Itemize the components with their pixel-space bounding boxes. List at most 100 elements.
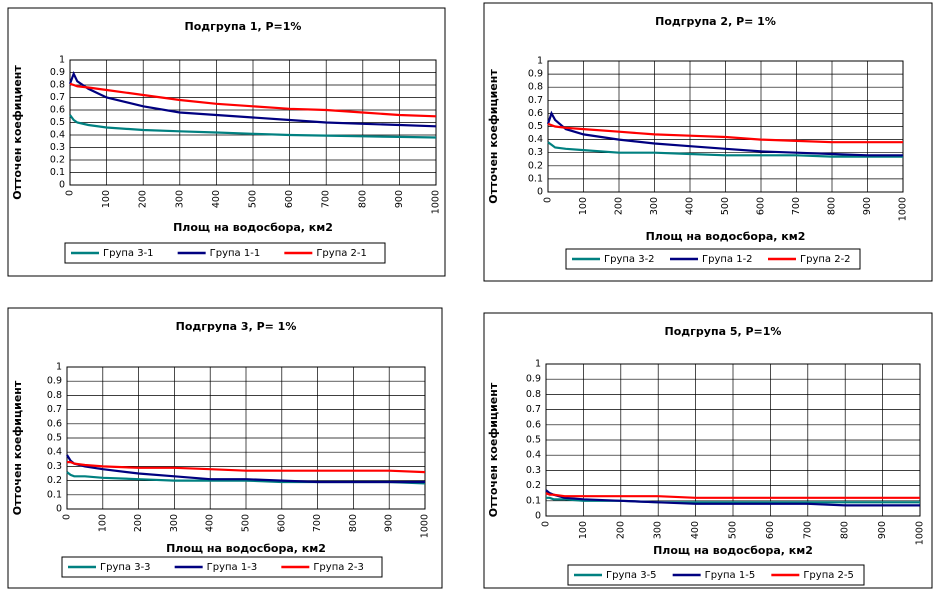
y-tick-label: 0.8 — [47, 390, 62, 401]
y-tick-label: 0.6 — [50, 105, 65, 116]
legend-frame — [567, 564, 865, 586]
x-tick-label: 500 — [248, 190, 259, 208]
chart-title: Подгрупа 2, P= 1% — [655, 15, 776, 28]
x-tick-label: 700 — [312, 514, 323, 532]
legend-label: Група 3-3 — [100, 562, 151, 573]
y-tick-label: 0.5 — [526, 435, 541, 446]
x-tick-label: 600 — [276, 514, 287, 532]
x-tick-label: 500 — [720, 197, 731, 215]
chart: Подгрупа 1, P=1%00.10.20.30.40.50.60.70.… — [7, 7, 446, 277]
series-line — [69, 82, 437, 118]
x-tick-label: 600 — [765, 521, 776, 539]
y-tick-label: 0.5 — [528, 121, 543, 132]
y-tick-label: 0.9 — [528, 69, 543, 80]
chart-title: Подгрупа 3, P= 1% — [176, 320, 297, 333]
series-line — [547, 122, 903, 144]
legend-label: Група 3-1 — [103, 248, 154, 259]
y-tick-label: 0 — [59, 180, 65, 191]
y-tick-label: 0.3 — [47, 461, 62, 472]
x-axis-label: Площ на водосбора, км2 — [166, 542, 326, 555]
y-tick-label: 0.2 — [47, 475, 62, 486]
y-tick-label: 0.8 — [50, 80, 65, 91]
x-tick-label: 200 — [138, 190, 149, 208]
y-tick-label: 0.5 — [50, 117, 65, 128]
x-tick-label: 0 — [62, 514, 73, 520]
series-line — [67, 461, 426, 474]
y-tick-label: 0.7 — [528, 95, 543, 106]
chart: Подгрупа 5, P=1% 0 0.1 0.2 0.3 0.4 0.5 0.6 0.7 0.… — [483, 312, 933, 589]
x-tick-label: 500 — [241, 514, 252, 532]
y-tick-label: 0.8 — [526, 389, 541, 400]
series-line — [69, 114, 437, 139]
y-axis-label: Отточен коефициент — [11, 65, 24, 200]
x-tick-label: 200 — [615, 521, 626, 539]
x-tick-label: 400 — [690, 521, 701, 539]
y-tick-label: 0 — [537, 187, 543, 198]
y-tick-label: 0.3 — [50, 142, 65, 153]
legend-label: Група 1-2 — [702, 254, 753, 265]
legend-frame — [64, 242, 386, 264]
y-tick-label: 0.1 — [50, 167, 65, 178]
x-tick-label: 700 — [321, 190, 332, 208]
x-tick-label: 200 — [133, 514, 144, 532]
series-line — [547, 141, 903, 158]
x-tick-label: 900 — [862, 197, 873, 215]
x-tick-label: 800 — [840, 521, 851, 539]
x-tick-label: 300 — [174, 190, 185, 208]
y-tick-label: 0.6 — [47, 418, 62, 429]
legend-label: Група 2-3 — [313, 562, 364, 573]
y-tick-label: 0.1 — [528, 173, 543, 184]
series-line — [68, 70, 437, 128]
x-tick-label: 300 — [653, 521, 664, 539]
x-tick-label: 0 — [65, 190, 76, 196]
legend-label: Група 3-2 — [604, 254, 655, 265]
y-tick-label: 0.9 — [526, 374, 541, 385]
x-tick-label: 300 — [649, 197, 660, 215]
chart-title: Подгрупа 1, P=1% — [185, 20, 302, 33]
x-tick-label: 800 — [348, 514, 359, 532]
y-tick-label: 1 — [537, 56, 543, 67]
y-axis-label: Отточен коефициент — [11, 380, 24, 515]
y-tick-label: 0 — [56, 504, 62, 515]
y-tick-label: 0.7 — [47, 404, 62, 415]
x-tick-label: 500 — [728, 521, 739, 539]
x-tick-label: 1000 — [431, 190, 442, 214]
x-tick-label: 300 — [169, 514, 180, 532]
y-tick-label: 0.4 — [47, 447, 62, 458]
legend-frame — [61, 556, 383, 578]
x-tick-label: 700 — [791, 197, 802, 215]
x-tick-label: 800 — [827, 197, 838, 215]
legend-label: Група 1-5 — [705, 570, 756, 581]
x-tick-label: 0 — [543, 197, 554, 203]
x-tick-label: 400 — [685, 197, 696, 215]
y-tick-label: 0.4 — [50, 130, 65, 141]
x-tick-label: 800 — [357, 190, 368, 208]
x-axis-label: Площ на водосбора, км2 — [646, 230, 806, 243]
x-tick-label: 200 — [614, 197, 625, 215]
legend-label: Група 2-5 — [803, 570, 854, 581]
y-tick-label: 0.9 — [47, 376, 62, 387]
x-tick-label: 100 — [578, 197, 589, 215]
y-tick-label: 0.2 — [526, 480, 541, 491]
y-tick-label: 0.3 — [528, 147, 543, 158]
y-tick-label: 0.3 — [526, 465, 541, 476]
x-tick-label: 1000 — [420, 514, 431, 538]
x-axis-label: Площ на водосбора, км2 — [653, 544, 813, 557]
y-tick-label: 0.6 — [528, 108, 543, 119]
legend-label: Група 1-3 — [207, 562, 258, 573]
x-tick-label: 400 — [211, 190, 222, 208]
x-tick-label: 900 — [384, 514, 395, 532]
y-tick-label: 1 — [56, 362, 62, 373]
chart-title: Подгрупа 5, P=1% — [665, 325, 782, 338]
x-tick-label: 100 — [578, 521, 589, 539]
x-tick-label: 0 — [541, 521, 552, 527]
y-tick-label: 0.1 — [47, 489, 62, 500]
x-tick-label: 100 — [97, 514, 108, 532]
legend-label: Група 1-1 — [210, 248, 261, 259]
y-tick-label: 1 — [59, 55, 65, 66]
y-tick-label: 0.5 — [47, 433, 62, 444]
x-tick-label: 600 — [284, 190, 295, 208]
x-tick-label: 700 — [802, 521, 813, 539]
